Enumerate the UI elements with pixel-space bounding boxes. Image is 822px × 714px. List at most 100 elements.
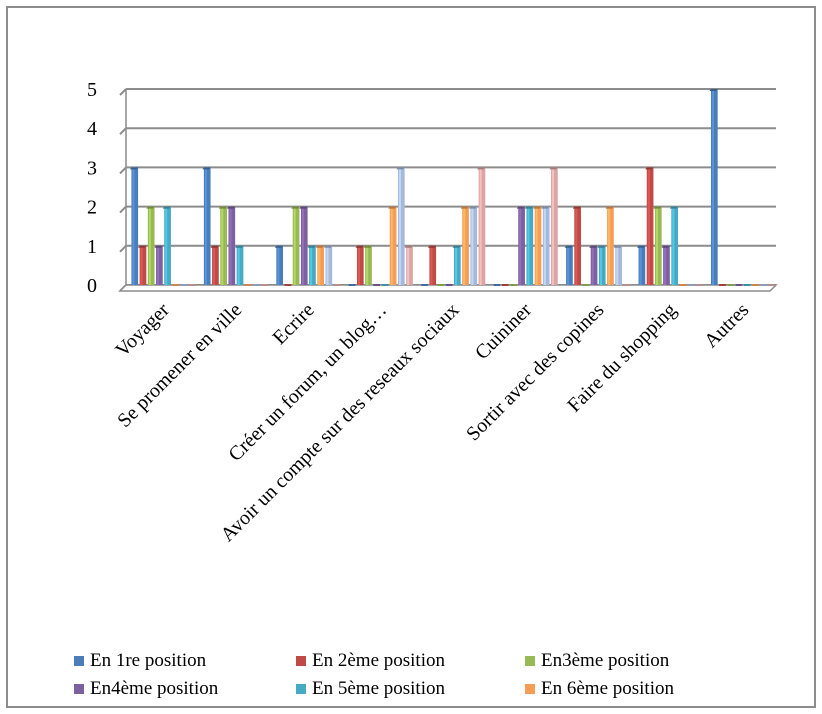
legend-swatch-1 xyxy=(74,656,84,666)
bar-1-1 xyxy=(129,167,139,285)
bar-6-9 xyxy=(751,284,759,286)
gridline-side-4 xyxy=(119,127,127,135)
bar-3-5 xyxy=(437,284,445,286)
legend-item-3: En3ème position xyxy=(525,650,669,672)
bar-2-6 xyxy=(501,284,509,286)
legend-item-1: En 1re position xyxy=(74,650,206,672)
gridline-side-3 xyxy=(119,166,127,175)
x-tick-label-7: Sortir avec des copines xyxy=(462,299,608,445)
bar-1-3 xyxy=(274,245,284,285)
bar-3-4 xyxy=(363,245,372,285)
bar-7-2 xyxy=(253,284,260,286)
bar-5-1 xyxy=(162,206,171,285)
bar-2-7 xyxy=(572,206,581,285)
bar-1-8 xyxy=(637,245,646,285)
bar-1-9 xyxy=(709,89,718,285)
bar-2-9 xyxy=(719,284,726,286)
legend-label-2: En 2ème position xyxy=(312,650,445,671)
bar-1-4 xyxy=(348,284,356,286)
bar-4-8 xyxy=(661,245,670,285)
x-tick-label-3: Ecrire xyxy=(269,299,319,349)
bar-6-5 xyxy=(460,206,469,285)
bar-7-6 xyxy=(541,206,550,285)
bar-6-1 xyxy=(172,284,180,286)
y-tick-label-1: 1 xyxy=(87,236,97,258)
gridline-side-2 xyxy=(119,205,127,214)
bar-5-4 xyxy=(381,284,389,286)
bar-4-9 xyxy=(735,284,743,286)
x-tick-label-1: Voyager xyxy=(111,299,174,362)
bar-8-9 xyxy=(768,284,776,286)
bar-6-2 xyxy=(244,284,252,286)
bar-8-7 xyxy=(623,284,631,286)
bar-3-2 xyxy=(218,206,227,285)
legend-item-2: En 2ème position xyxy=(296,650,445,672)
bar-5-5 xyxy=(452,245,461,285)
legend-label-4: En4ème position xyxy=(90,678,219,699)
bar-1-7 xyxy=(564,245,573,285)
legend-label-6: En 6ème position xyxy=(541,678,674,699)
bar-4-5 xyxy=(445,284,453,286)
bar-2-3 xyxy=(284,284,292,286)
bar-4-6 xyxy=(516,206,525,285)
bar-1-5 xyxy=(421,284,428,286)
chart-frame xyxy=(6,6,816,708)
gridline-side-1 xyxy=(119,245,127,253)
bar-7-3 xyxy=(324,245,333,285)
legend-label-1: En 1re position xyxy=(90,650,207,671)
legend-swatch-6 xyxy=(525,684,535,694)
bar-4-3 xyxy=(299,206,308,285)
bar-7-4 xyxy=(396,167,405,285)
bar-3-1 xyxy=(146,206,155,285)
legend-swatch-2 xyxy=(296,656,306,666)
bar-5-7 xyxy=(597,245,606,285)
bar-8-4 xyxy=(404,245,413,285)
bar-8-5 xyxy=(477,167,486,285)
bar-8-3 xyxy=(333,284,341,286)
legend-label-3: En3ème position xyxy=(541,650,670,671)
y-tick-label-3: 3 xyxy=(87,157,97,179)
bar-1-2 xyxy=(202,167,211,285)
legend-swatch-4 xyxy=(74,684,84,694)
legend-item-4: En4ème position xyxy=(74,678,218,700)
y-tick-label-5: 5 xyxy=(87,79,97,101)
bar-5-2 xyxy=(235,245,244,285)
bar-5-9 xyxy=(743,284,751,286)
bar-8-1 xyxy=(188,284,196,286)
legend-item-5: En 5ème position xyxy=(296,678,445,700)
bar-5-3 xyxy=(307,245,316,285)
bar-7-9 xyxy=(760,284,767,286)
bar-7-1 xyxy=(180,284,188,286)
bar-3-8 xyxy=(653,206,662,285)
bar-6-4 xyxy=(388,206,397,285)
legend-swatch-5 xyxy=(296,684,306,694)
bar-6-6 xyxy=(533,206,542,285)
chart-floor xyxy=(118,284,778,292)
bar-4-2 xyxy=(226,206,236,285)
x-tick-label-9: Autres xyxy=(700,299,753,352)
bar-2-8 xyxy=(645,167,654,285)
legend-label-5: En 5ème position xyxy=(312,678,445,699)
bar-3-6 xyxy=(510,284,517,286)
bar-3-7 xyxy=(582,284,590,286)
y-tick-label-4: 4 xyxy=(87,118,97,140)
x-tick-label-6: Cuininer xyxy=(471,299,536,364)
bar-8-6 xyxy=(549,167,558,285)
legend-item-6: En 6ème position xyxy=(525,678,674,700)
bar-4-7 xyxy=(589,245,598,285)
bar-2-5 xyxy=(427,245,437,285)
bar-6-3 xyxy=(315,245,325,285)
bar-6-8 xyxy=(679,284,687,286)
bar-8-2 xyxy=(261,284,268,286)
bar-3-3 xyxy=(291,206,300,285)
bar-1-6 xyxy=(493,284,501,286)
legend-swatch-3 xyxy=(525,656,535,666)
y-tick-label-0: 0 xyxy=(87,275,97,297)
bar-4-1 xyxy=(154,245,163,285)
bar-7-5 xyxy=(468,206,478,285)
bar-5-8 xyxy=(669,206,679,285)
x-tick-label-2: Se promener en ville xyxy=(113,299,246,432)
bar-6-7 xyxy=(605,206,614,285)
bar-5-6 xyxy=(524,206,534,285)
